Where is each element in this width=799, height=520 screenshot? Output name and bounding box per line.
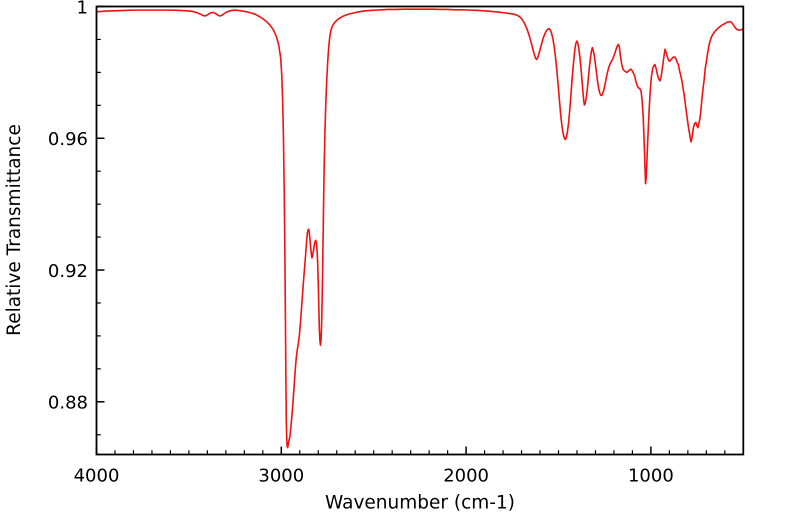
- plot-frame: [95, 5, 745, 456]
- x-tick-labels: 4000 3000 2000 1000: [74, 466, 674, 487]
- x-tick-label: 1000: [628, 466, 674, 487]
- y-tick-label: 0.92: [48, 261, 88, 282]
- x-axis-label: Wavenumber (cm-1): [325, 493, 515, 514]
- y-tick-label: 0.88: [48, 393, 88, 414]
- spectrum-curve: [95, 8, 745, 449]
- y-tick-labels: 1 0.96 0.92 0.88: [48, 0, 88, 414]
- y-tick-label: 0.96: [48, 129, 88, 150]
- y-tick-label: 1: [77, 0, 88, 18]
- y-axis-label: Relative Transmittance: [4, 124, 25, 336]
- x-tick-label: 4000: [74, 466, 120, 487]
- x-tick-label: 3000: [258, 466, 304, 487]
- x-tick-label: 2000: [443, 466, 489, 487]
